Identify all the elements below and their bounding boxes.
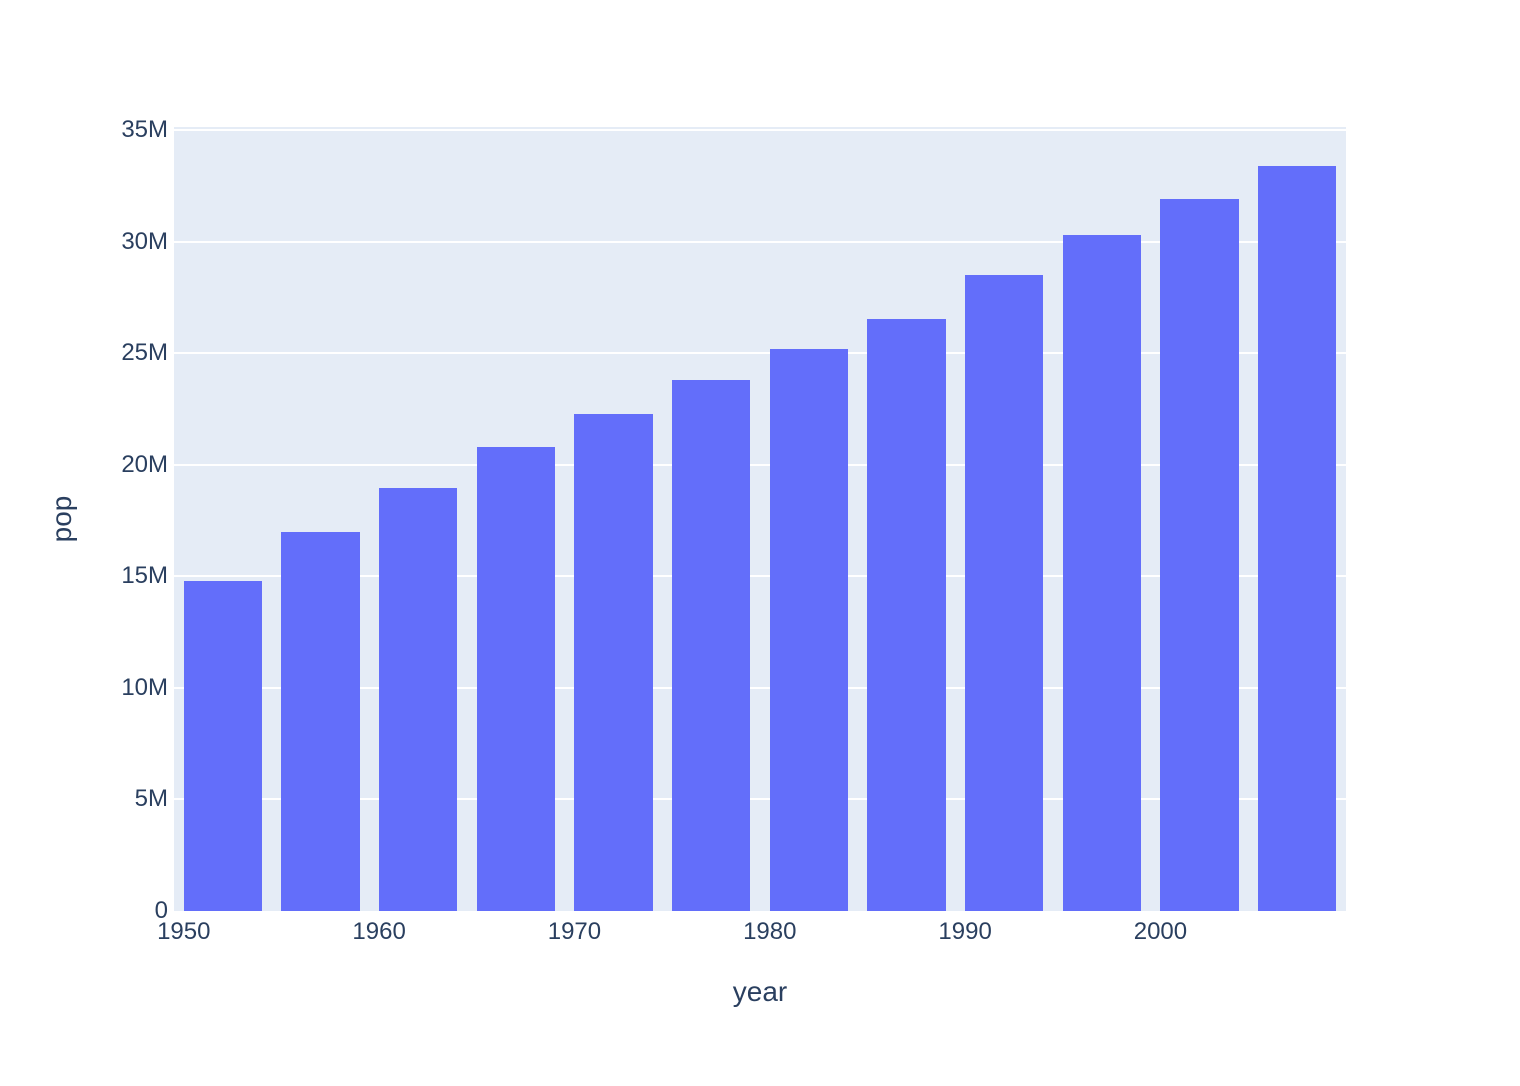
y-gridline xyxy=(174,463,1346,466)
y-gridline xyxy=(174,686,1346,689)
bar-1962[interactable] xyxy=(379,487,458,911)
bar-1957[interactable] xyxy=(281,531,360,911)
bar-1992[interactable] xyxy=(965,274,1044,911)
y-gridline xyxy=(174,352,1346,355)
y-tick-label: 30M xyxy=(121,227,168,255)
y-tick-label: 25M xyxy=(121,339,168,367)
y-gridline xyxy=(174,240,1346,243)
y-tick-label: 35M xyxy=(121,116,168,144)
bar-2002[interactable] xyxy=(1160,199,1239,911)
y-gridline xyxy=(174,129,1346,132)
y-axis-title: pop xyxy=(46,495,77,543)
x-tick-label: 1950 xyxy=(157,918,211,945)
plot-area xyxy=(174,127,1346,911)
y-tick-label: 15M xyxy=(121,562,168,590)
bar-2007[interactable] xyxy=(1258,166,1337,911)
x-tick-label: 1980 xyxy=(743,918,797,945)
y-tick-label: 5M xyxy=(134,785,168,813)
bar-1977[interactable] xyxy=(672,380,751,911)
x-axis-title: year xyxy=(732,976,788,1007)
y-gridline xyxy=(174,575,1346,578)
bar-1982[interactable] xyxy=(769,348,848,911)
bar-1967[interactable] xyxy=(476,446,555,911)
y-gridline xyxy=(174,798,1346,801)
bar-1972[interactable] xyxy=(574,413,653,911)
x-tick-label: 2000 xyxy=(1133,918,1188,945)
y-tick-label: 10M xyxy=(121,673,168,701)
bar-1952[interactable] xyxy=(183,581,262,911)
x-tick-label: 1960 xyxy=(352,918,406,945)
y-tick-label: 0 xyxy=(154,897,168,924)
bar-1997[interactable] xyxy=(1062,235,1141,911)
y-tick-label: 20M xyxy=(121,450,168,478)
x-tick-label: 1990 xyxy=(938,918,992,945)
x-tick-label: 1970 xyxy=(547,918,602,945)
bar-1987[interactable] xyxy=(867,318,946,911)
